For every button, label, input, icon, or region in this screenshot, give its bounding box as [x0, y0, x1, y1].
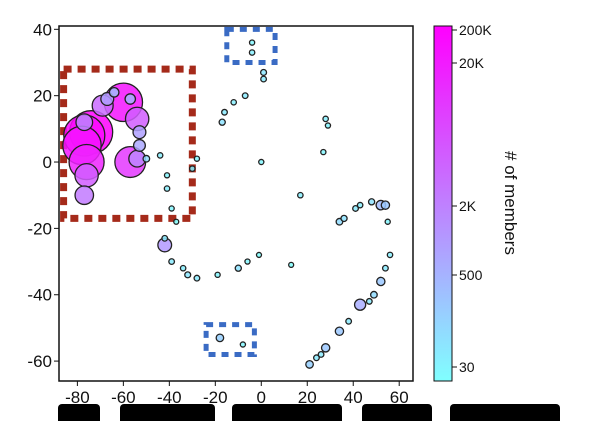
- x-tick-label: 0: [257, 388, 266, 407]
- data-point: [184, 271, 192, 279]
- data-point: [320, 343, 331, 353]
- data-point: [353, 298, 367, 311]
- data-point: [163, 185, 171, 192]
- data-point: [188, 165, 196, 173]
- highlight-box: [224, 26, 278, 65]
- data-point: [365, 297, 373, 305]
- x-tick-label: -20: [203, 388, 228, 407]
- colorbar-tick-label: 20K: [459, 55, 485, 71]
- data-point: [214, 271, 221, 279]
- data-point: [352, 205, 360, 212]
- data-point: [288, 261, 295, 269]
- data-point: [340, 214, 348, 223]
- y-tick-label: 20: [33, 87, 52, 106]
- cropped-caption-strip: [0, 396, 610, 421]
- data-point: [305, 360, 314, 369]
- data-point: [179, 264, 187, 272]
- highlight-box: [203, 322, 257, 357]
- data-point: [241, 92, 249, 100]
- data-point: [234, 264, 243, 272]
- colorbar-tick-label: 2K: [459, 198, 477, 214]
- data-point: [173, 218, 180, 225]
- y-tick-label: -20: [27, 219, 52, 238]
- y-axis-ticks: 40 20 0 -20 -40 -60: [27, 20, 59, 371]
- data-point: [380, 200, 391, 210]
- data-point: [345, 317, 353, 325]
- data-points: [62, 39, 394, 369]
- x-tick-label: -80: [65, 388, 90, 407]
- data-point: [168, 258, 176, 266]
- data-point: [75, 113, 94, 132]
- data-point: [218, 118, 226, 126]
- data-point: [161, 234, 169, 242]
- data-point: [248, 49, 256, 56]
- data-point: [317, 350, 325, 358]
- data-point: [376, 276, 386, 287]
- colorbar-tick-label: 200K: [459, 22, 492, 38]
- data-point: [255, 251, 263, 259]
- data-point: [230, 98, 238, 106]
- data-point: [258, 158, 265, 166]
- data-point: [124, 93, 137, 105]
- y-tick-label: 0: [43, 153, 52, 172]
- data-point: [221, 108, 228, 116]
- y-tick-label: -60: [27, 352, 52, 371]
- data-point: [384, 218, 391, 225]
- data-point: [369, 290, 378, 299]
- data-point: [356, 201, 364, 209]
- data-point: [334, 326, 345, 337]
- data-point: [163, 172, 171, 179]
- data-point: [74, 185, 95, 206]
- data-point: [193, 155, 201, 162]
- data-point: [386, 251, 394, 259]
- x-axis-ticks: -80 -60 -40 -20 0 20 40 60: [65, 381, 409, 407]
- data-point: [259, 68, 268, 77]
- data-point: [312, 354, 320, 362]
- x-tick-label: 60: [390, 388, 409, 407]
- plot-frame: [58, 25, 414, 382]
- y-tick-label: -40: [27, 286, 52, 305]
- data-point: [248, 39, 256, 46]
- data-point: [142, 154, 151, 163]
- data-point: [168, 205, 175, 212]
- data-point: [320, 148, 327, 156]
- data-point: [244, 258, 251, 265]
- colorbar-ticks: 200K 20K 2K 500 30: [452, 22, 492, 375]
- data-point: [74, 162, 99, 188]
- highlight-boxes: [60, 26, 278, 357]
- x-tick-label: 40: [344, 388, 363, 407]
- y-tick-label: 40: [33, 20, 52, 39]
- colorbar: [433, 25, 453, 382]
- data-point: [239, 341, 247, 348]
- colorbar-label: # of members: [501, 151, 520, 255]
- data-point: [260, 75, 268, 83]
- data-point: [132, 125, 147, 140]
- data-point: [297, 191, 304, 199]
- data-point: [193, 274, 201, 282]
- x-tick-label: -40: [157, 388, 182, 407]
- data-point: [215, 333, 225, 343]
- data-point: [324, 122, 332, 129]
- colorbar-tick-label: 30: [459, 359, 475, 375]
- data-point: [132, 138, 146, 152]
- data-point: [367, 198, 376, 206]
- data-point: [156, 152, 164, 159]
- colorbar-tick-label: 500: [459, 267, 483, 283]
- x-tick-label: 20: [298, 388, 317, 407]
- x-tick-label: -60: [111, 388, 136, 407]
- data-point: [108, 86, 120, 98]
- data-point: [381, 264, 389, 272]
- data-point: [322, 115, 329, 123]
